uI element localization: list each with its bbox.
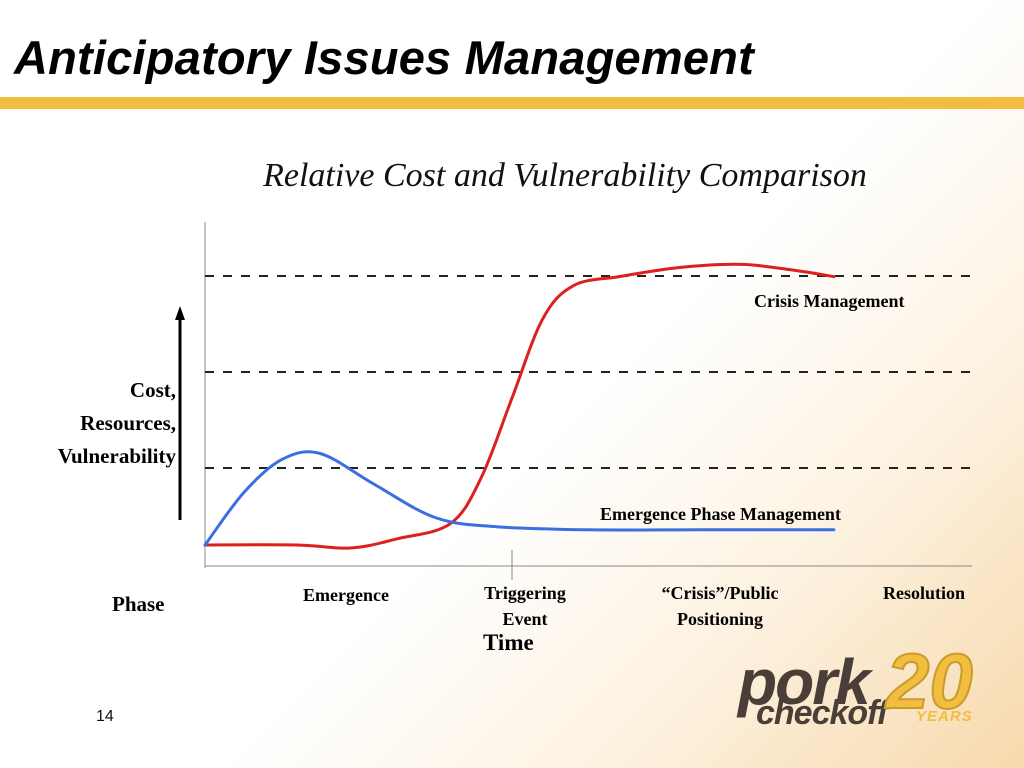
phase-tick-resolution: Resolution: [866, 580, 982, 606]
y-axis-label-line-3: Vulnerability: [57, 444, 176, 468]
chart-title: Relative Cost and Vulnerability Comparis…: [263, 157, 867, 194]
series-line-crisis-management: [203, 262, 836, 550]
title-accent-bar: [0, 97, 1024, 109]
logo-number: 20: [885, 637, 974, 725]
phase-tick-line: Positioning: [676, 609, 764, 629]
y-axis-label: Cost, Resources, Vulnerability: [10, 374, 176, 473]
series-line-emergence-phase-management: [203, 450, 836, 547]
page-number: 14: [96, 708, 114, 725]
slide-title: Anticipatory Issues Management: [14, 31, 754, 84]
logo-brand-bottom: checkoff: [756, 694, 888, 732]
phase-tick-line: Event: [502, 609, 548, 629]
phase-tick-line: Triggering: [484, 583, 566, 603]
x-axis-label: Time: [483, 630, 534, 655]
phase-tick-line: Resolution: [882, 583, 965, 603]
y-axis-label-line-1: Cost,: [129, 378, 176, 402]
pork-checkoff-logo: pork checkoff 20 YEARS: [738, 641, 998, 740]
logo-brand-top: pork: [738, 646, 871, 718]
y-axis-label-line-2: Resources,: [80, 411, 176, 435]
y-arrow-head: [175, 306, 185, 320]
phase-tick-crisis-public-positioning: “Crisis”/Public Positioning: [640, 580, 800, 632]
series-label-crisis-management: Crisis Management: [754, 291, 905, 311]
series-label-emergence-phase-management: Emergence Phase Management: [600, 504, 841, 524]
phase-tick-triggering-event: Triggering Event: [462, 580, 588, 632]
phase-tick-line: “Crisis”/Public: [661, 583, 779, 603]
phase-row-label: Phase: [112, 592, 165, 616]
phase-tick-line: Emergence: [303, 585, 389, 605]
phase-tick-emergence: Emergence: [286, 582, 406, 608]
logo-years: YEARS: [916, 708, 973, 725]
